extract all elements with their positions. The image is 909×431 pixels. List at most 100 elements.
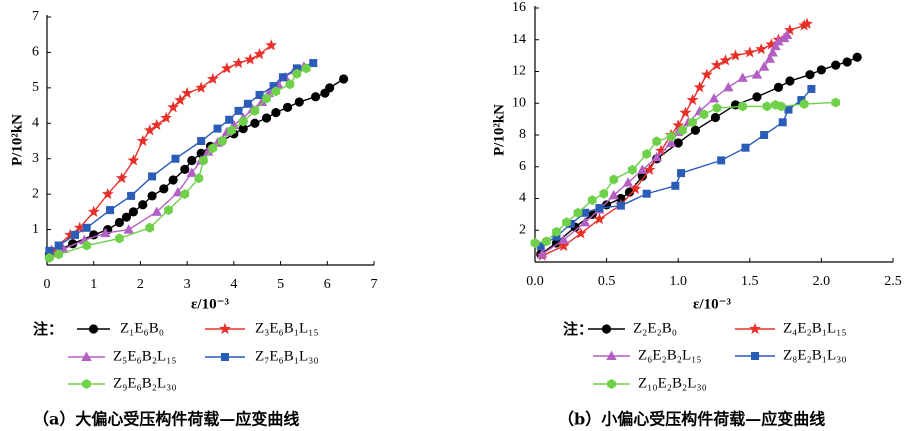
chart-b-small-eccentric: 0.0 0.5 1.0 1.5 2.0 2.5 2 4 6 8 10 12 14 16 ε/10⁻³ P/10… — [491, 0, 901, 428]
chart-a-y-tick-label: 5 — [32, 80, 39, 95]
chart-a-series-4-point — [148, 172, 157, 181]
chart-b-series-5-point — [762, 101, 772, 112]
chart-b-legend-label: Z₈E₂B₁L₃₀ — [783, 347, 847, 363]
chart-a-legend-prefix: 注： — [33, 320, 63, 338]
chart-a-series-4-point — [269, 82, 278, 91]
chart-a-series-2-point — [143, 124, 156, 136]
chart-b-series-5-point — [799, 99, 809, 110]
chart-b-y-tick-label: 2 — [519, 222, 526, 237]
chart-a-series-2-point — [167, 101, 180, 113]
chart-a-x-tick-label: 0 — [44, 277, 51, 292]
chart-b-legend-marker — [751, 352, 759, 360]
chart-b-legend-marker — [607, 379, 616, 389]
chart-b-series-2-point — [593, 212, 606, 225]
chart-a-series-3-point — [202, 146, 214, 156]
chart-b-series-3-point — [767, 47, 778, 57]
chart-b-series-4-point — [717, 156, 726, 165]
chart-a-series-1-point — [180, 164, 190, 174]
chart-a-series-1-point — [121, 212, 132, 222]
chart-a-series-5-point — [145, 222, 155, 233]
chart-a-series-5-point — [199, 155, 208, 166]
chart-b-series-2-point — [798, 19, 811, 31]
chart-b-series-3-point — [622, 177, 634, 187]
chart-a-series-2-point — [64, 228, 77, 240]
chart-b-x-tick-label: 1.5 — [741, 274, 759, 289]
chart-a-series-4-point — [71, 230, 80, 239]
chart-b-series-2-point — [710, 58, 723, 71]
chart-b-series-3-point — [536, 248, 548, 259]
chart-b-series-3-point — [770, 40, 781, 51]
chart-a-series-2-point — [265, 39, 278, 51]
chart-a-series-4 — [45, 59, 318, 255]
chart-b-series-5-point — [776, 101, 786, 112]
chart-a-series-5-point — [180, 189, 190, 200]
chart-b-series-2-point — [719, 54, 732, 66]
chart-b-series-1-point — [710, 112, 721, 123]
chart-b-series-4-point — [677, 169, 686, 178]
chart-b-series-4-point — [671, 181, 680, 190]
chart-a-series-5-point — [194, 173, 204, 184]
chart-a-series-3-point — [186, 167, 198, 177]
chart-b-series-5-point — [831, 97, 841, 108]
chart-a-legend-marker — [219, 322, 231, 335]
chart-a-y-tick-label: 4 — [32, 116, 39, 131]
chart-a-caption: （a）大偏心受压构件荷载—应变曲线 — [33, 410, 299, 429]
chart-a-series-4-point — [292, 64, 301, 73]
chart-a-series-5-point — [227, 125, 236, 136]
chart-a-x-tick-label: 1 — [90, 277, 97, 292]
chart-a-y-tick-label: 2 — [32, 186, 39, 201]
chart-a-y-tick-label: 7 — [32, 9, 39, 24]
chart-a-series-5-point — [271, 86, 281, 97]
chart-a-legend-entry-1: Z₁E₆B₀ — [77, 320, 164, 336]
chart-a-series-4-point — [82, 223, 91, 232]
chart-a-series-2-point — [150, 118, 163, 131]
chart-b-x-tick-label: 0.0 — [526, 274, 544, 289]
chart-b-series-1-point — [816, 65, 827, 75]
chart-a-legend-marker — [82, 379, 91, 389]
chart-a-series-2-point — [206, 72, 219, 85]
chart-a-series-1-point — [147, 191, 157, 201]
chart-b-y-tick-label: 8 — [519, 127, 526, 142]
chart-b-series-2-point — [672, 119, 685, 131]
chart-a-series-4-point — [243, 99, 252, 108]
chart-b-series-2-point — [686, 93, 699, 106]
chart-b-x-tick-label: 0.5 — [598, 274, 616, 289]
chart-b-series-4-point — [642, 189, 651, 198]
chart-b-y-tick-label: 6 — [519, 159, 526, 174]
chart-b-series-5-point — [699, 109, 709, 120]
chart-a-series-2-point — [244, 53, 257, 65]
chart-b-series-2-point — [801, 17, 813, 29]
chart-b-series-5-point — [562, 217, 571, 228]
chart-b-series-4-point — [760, 131, 769, 139]
chart-a-series-3-point — [256, 96, 268, 107]
chart-a-series-1-point — [294, 97, 304, 107]
chart-b-legend-marker — [601, 324, 612, 334]
chart-a-series-4-point — [213, 124, 222, 133]
chart-b-series-4-point — [595, 204, 604, 213]
chart-a-series-5-point — [54, 249, 64, 260]
chart-a-large-eccentric: 0 1 2 3 4 5 6 7 1 2 3 4 5 6 7 ε/10⁻³ P/10²kN Z₁E₆B₀ Z₃E₆B₁… — [9, 9, 377, 428]
chart-b-series-1-point — [852, 52, 862, 62]
chart-b-series-4-point — [797, 96, 806, 105]
chart-a-series-1-point — [168, 175, 178, 185]
chart-b-series-4-point — [616, 201, 625, 210]
chart-a-series-5 — [45, 63, 311, 263]
chart-a-legend-label: Z₉E₆B₂L₃₀ — [113, 375, 177, 391]
chart-b-series-4-point — [778, 118, 787, 127]
chart-a-series-1-point — [114, 217, 125, 228]
chart-b-legend-entry-5: Z₁₀E₂B₂L₃₀ — [593, 375, 707, 391]
chart-a-series-5-point — [285, 79, 295, 90]
chart-b-x-tick-label: 2.5 — [884, 274, 902, 289]
chart-b-legend-entry-3: Z₆E₂B₂L₁₅ — [593, 347, 702, 363]
chart-a-series-4-point — [234, 106, 243, 115]
chart-b-series-4-point — [807, 84, 816, 93]
chart-b-series-3-point — [737, 72, 748, 82]
chart-a-series-1-point — [325, 83, 335, 93]
chart-a-series-5-point — [217, 136, 227, 146]
chart-a-series-2-point — [160, 111, 173, 123]
chart-b-series-1-point — [616, 193, 626, 204]
chart-b-series-5-point — [573, 207, 583, 218]
chart-b-legend-marker — [749, 322, 761, 335]
chart-b-series-1-point — [752, 92, 762, 102]
chart-a-series-1-point — [238, 124, 248, 134]
